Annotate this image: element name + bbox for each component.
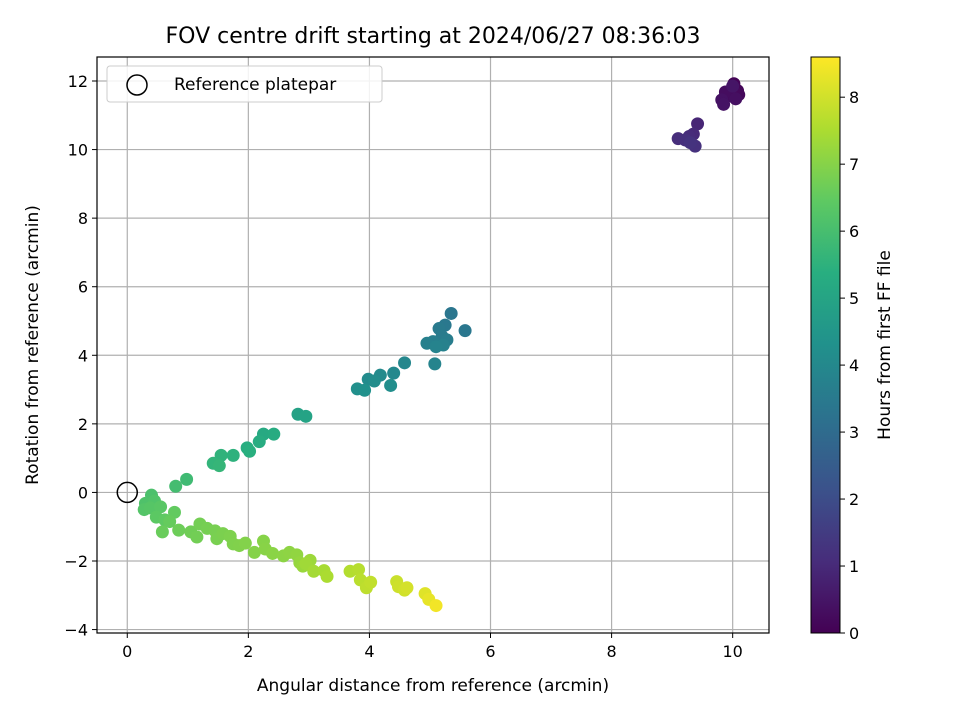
data-point bbox=[190, 530, 204, 544]
x-tick-label: 2 bbox=[243, 642, 253, 661]
x-tick-label: 0 bbox=[122, 642, 132, 661]
data-point bbox=[429, 599, 443, 613]
data-point bbox=[267, 427, 281, 441]
y-tick-label: 8 bbox=[78, 209, 88, 228]
y-axis-label: Rotation from reference (arcmin) bbox=[23, 205, 43, 485]
data-points bbox=[137, 77, 746, 613]
data-point bbox=[729, 92, 743, 106]
grid bbox=[97, 57, 769, 633]
colorbar-tick-label: 6 bbox=[849, 222, 859, 241]
data-point bbox=[358, 383, 372, 397]
colorbar-tick-label: 4 bbox=[849, 356, 859, 375]
legend-box bbox=[106, 65, 383, 103]
x-tick-label: 4 bbox=[364, 642, 374, 661]
reference-platepar-marker bbox=[116, 481, 139, 504]
x-tick-label: 8 bbox=[607, 642, 617, 661]
data-point bbox=[243, 444, 257, 458]
colorbar-tick-label: 7 bbox=[849, 155, 859, 174]
data-point bbox=[683, 136, 697, 150]
colorbar-tick-label: 2 bbox=[849, 490, 859, 509]
y-tick-label: 10 bbox=[68, 141, 88, 160]
data-point bbox=[444, 306, 458, 320]
colorbar-tick-label: 8 bbox=[849, 88, 859, 107]
data-point bbox=[299, 409, 313, 423]
plot-frame bbox=[96, 56, 770, 634]
x-axis-ticks: 0 2 4 6 8 10 bbox=[122, 633, 743, 661]
data-point bbox=[428, 357, 442, 371]
legend-reference-marker bbox=[126, 74, 148, 96]
data-point bbox=[180, 472, 194, 486]
data-point bbox=[726, 79, 740, 93]
data-point bbox=[163, 515, 177, 529]
data-point bbox=[400, 581, 414, 595]
data-point bbox=[247, 545, 261, 559]
data-point bbox=[155, 525, 169, 539]
x-tick-label: 6 bbox=[485, 642, 495, 661]
data-point bbox=[307, 564, 321, 578]
data-point bbox=[266, 546, 280, 560]
data-point bbox=[717, 97, 731, 111]
legend: Reference platepar bbox=[106, 65, 383, 103]
data-point bbox=[398, 356, 412, 370]
data-point bbox=[238, 536, 252, 550]
y-tick-label: −4 bbox=[64, 621, 88, 640]
data-point bbox=[143, 501, 157, 515]
colorbar-ticks: 0 1 2 3 4 5 6 7 8 bbox=[840, 88, 859, 643]
chart-title: FOV centre drift starting at 2024/06/27 … bbox=[166, 24, 701, 49]
data-point bbox=[364, 575, 378, 589]
data-point bbox=[226, 448, 240, 462]
colorbar-tick-label: 0 bbox=[849, 624, 859, 643]
legend-reference-label: Reference platepar bbox=[174, 75, 336, 95]
data-point bbox=[154, 500, 168, 514]
data-point bbox=[387, 366, 401, 380]
y-tick-label: −2 bbox=[64, 552, 88, 571]
y-tick-label: 2 bbox=[78, 415, 88, 434]
data-point bbox=[352, 563, 366, 577]
data-point bbox=[691, 117, 705, 131]
data-point bbox=[320, 569, 334, 583]
data-point bbox=[429, 340, 443, 354]
colorbar-tick-label: 1 bbox=[849, 557, 859, 576]
data-point bbox=[169, 479, 183, 493]
colorbar bbox=[810, 56, 841, 634]
data-point bbox=[252, 435, 266, 449]
data-point bbox=[458, 324, 472, 338]
x-tick-label: 10 bbox=[722, 642, 742, 661]
data-point bbox=[172, 523, 186, 537]
y-tick-label: 4 bbox=[78, 346, 88, 365]
colorbar-tick-label: 3 bbox=[849, 423, 859, 442]
data-point bbox=[214, 448, 228, 462]
x-axis-label: Angular distance from reference (arcmin) bbox=[257, 676, 609, 696]
y-tick-label: 12 bbox=[68, 72, 88, 91]
data-point bbox=[212, 459, 226, 473]
y-axis-ticks: −4 −2 0 2 4 6 8 10 12 bbox=[64, 72, 97, 640]
colorbar-label: Hours from first FF file bbox=[875, 250, 895, 440]
reference-layer bbox=[116, 481, 139, 504]
colorbar-tick-label: 5 bbox=[849, 289, 859, 308]
y-tick-label: 0 bbox=[78, 483, 88, 502]
data-point bbox=[384, 378, 398, 392]
y-tick-label: 6 bbox=[78, 278, 88, 297]
data-point bbox=[367, 374, 381, 388]
